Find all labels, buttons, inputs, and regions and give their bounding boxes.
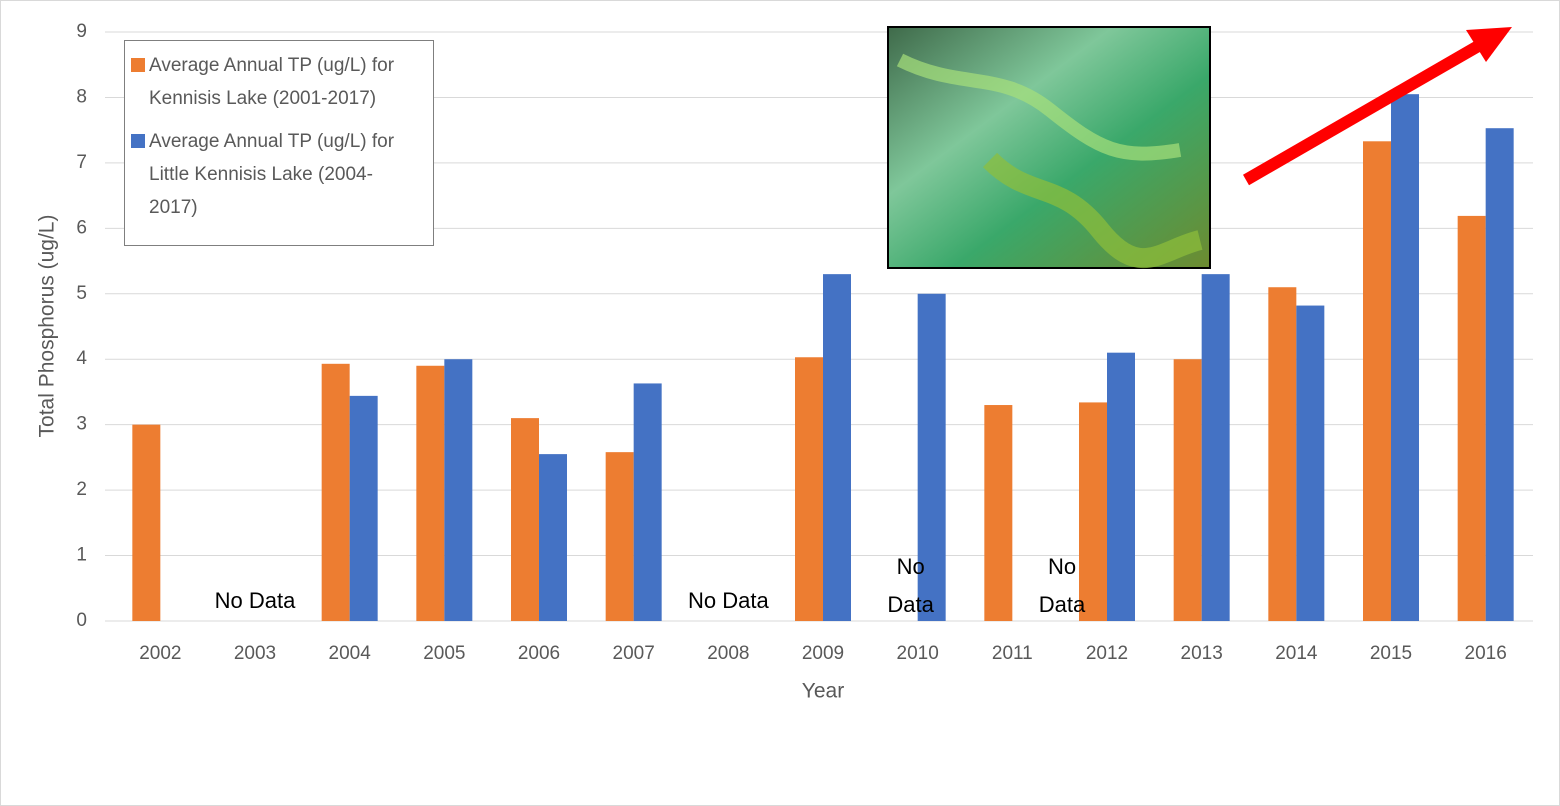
bar	[1391, 94, 1419, 621]
bar	[605, 452, 634, 621]
bar	[1268, 287, 1297, 621]
bar	[823, 274, 851, 621]
bar	[1363, 141, 1391, 621]
legend-swatch	[131, 134, 145, 148]
x-tick-label: 2006	[518, 643, 560, 664]
legend-label: Average Annual TP (ug/L) for Little Kenn…	[149, 131, 395, 218]
x-tick-label: 2013	[1181, 643, 1223, 664]
bar	[511, 418, 539, 621]
photo	[887, 26, 1211, 269]
arrow-shaft	[1243, 39, 1483, 186]
x-tick-label: 2014	[1275, 643, 1318, 664]
legend-swatch	[131, 58, 145, 72]
legend-item: Average Annual TP (ug/L) for Little Kenn…	[131, 125, 427, 224]
bar	[416, 365, 445, 621]
bar	[1457, 215, 1486, 621]
legend-item: Average Annual TP (ug/L) for Kennisis La…	[131, 49, 427, 115]
bar	[349, 395, 378, 621]
trend-arrow	[1243, 27, 1512, 186]
bar	[633, 383, 662, 621]
annotation: No Data	[887, 554, 934, 617]
legend: Average Annual TP (ug/L) for Kennisis La…	[124, 40, 434, 246]
y-axis-title: Total Phosphorus (ug/L)	[36, 215, 59, 438]
annotation: No Data	[687, 588, 769, 613]
x-tick-label: 2008	[707, 643, 749, 664]
y-tick-label: 4	[76, 348, 87, 369]
bar	[1107, 352, 1135, 621]
y-tick-label: 0	[76, 610, 87, 631]
y-tick-label: 2	[76, 479, 87, 500]
algae-patch	[896, 53, 1182, 161]
x-tick-label: 2005	[423, 643, 465, 664]
bar	[539, 454, 567, 621]
y-tick-label: 5	[76, 283, 87, 304]
bar	[1201, 274, 1230, 621]
x-tick-label: 2010	[897, 643, 939, 664]
bar	[917, 293, 946, 621]
x-tick-label: 2007	[613, 643, 655, 664]
x-tick-label: 2015	[1370, 643, 1412, 664]
bar	[1296, 305, 1325, 621]
bar	[984, 405, 1013, 621]
x-tick-label: 2002	[139, 643, 181, 664]
x-tick-label: 2003	[234, 643, 276, 664]
annotation: No Data	[1038, 554, 1086, 617]
annotation: No Data	[214, 588, 296, 613]
y-tick-label: 6	[76, 217, 87, 238]
x-axis-title: Year	[802, 680, 844, 703]
y-tick-label: 9	[76, 21, 87, 42]
x-tick-label: 2004	[329, 643, 372, 664]
algae-patch	[982, 152, 1203, 269]
bar	[1079, 402, 1107, 621]
y-tick-label: 1	[76, 545, 87, 566]
bar	[795, 357, 823, 621]
bar	[321, 363, 350, 621]
bar	[1173, 359, 1202, 621]
arrow-head	[1466, 27, 1512, 62]
y-tick-label: 8	[76, 86, 87, 107]
x-tick-label: 2016	[1465, 643, 1507, 664]
plot-area: 0 1 2 3 4 5 6 7 8 9 2002 2003 2004 2005 2006 2007 2008 20…	[76, 21, 1533, 664]
y-tick-label: 7	[76, 152, 87, 173]
bar	[132, 424, 161, 621]
y-tick-label: 3	[76, 414, 87, 435]
x-tick-label: 2011	[992, 643, 1033, 664]
bar	[444, 359, 473, 621]
bar	[1485, 128, 1514, 621]
legend-label: Average Annual TP (ug/L) for Kennisis La…	[149, 55, 395, 109]
x-tick-label: 2012	[1086, 643, 1128, 664]
x-tick-label: 2009	[802, 643, 844, 664]
